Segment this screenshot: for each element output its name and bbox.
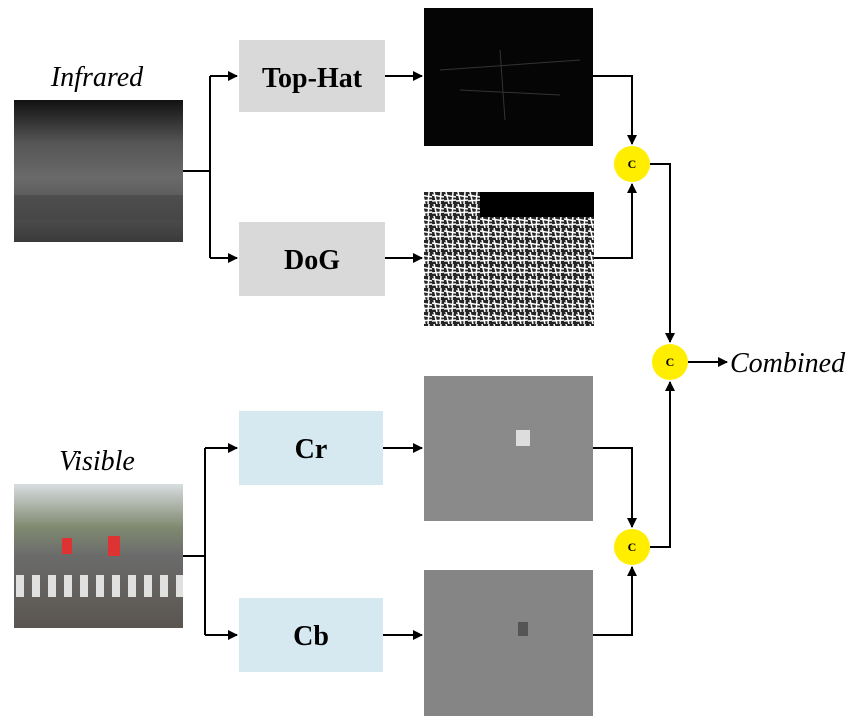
cb-text: Cb: [293, 621, 329, 652]
infrared-image: [14, 100, 183, 242]
concat-label: C: [666, 355, 675, 369]
cr-image: [424, 376, 593, 521]
top-hat-image: [424, 8, 593, 146]
cb-image-detail: [518, 622, 528, 636]
combined-label: Combined: [730, 348, 846, 379]
visible-image: [14, 484, 183, 628]
cr-text: Cr: [295, 434, 328, 465]
concat-label: C: [628, 157, 637, 171]
cb-image: [424, 570, 593, 716]
top-hat-text: Top-Hat: [262, 63, 363, 94]
dog-text: DoG: [284, 245, 340, 276]
visible-label: Visible: [59, 446, 135, 477]
cr-image-detail: [516, 430, 530, 446]
concat-label: C: [628, 540, 637, 554]
infrared-label: Infrared: [50, 62, 144, 93]
dog-image: [424, 192, 594, 326]
diagram: Infrared Visible Top-Hat DoG Cr Cb: [0, 0, 867, 716]
